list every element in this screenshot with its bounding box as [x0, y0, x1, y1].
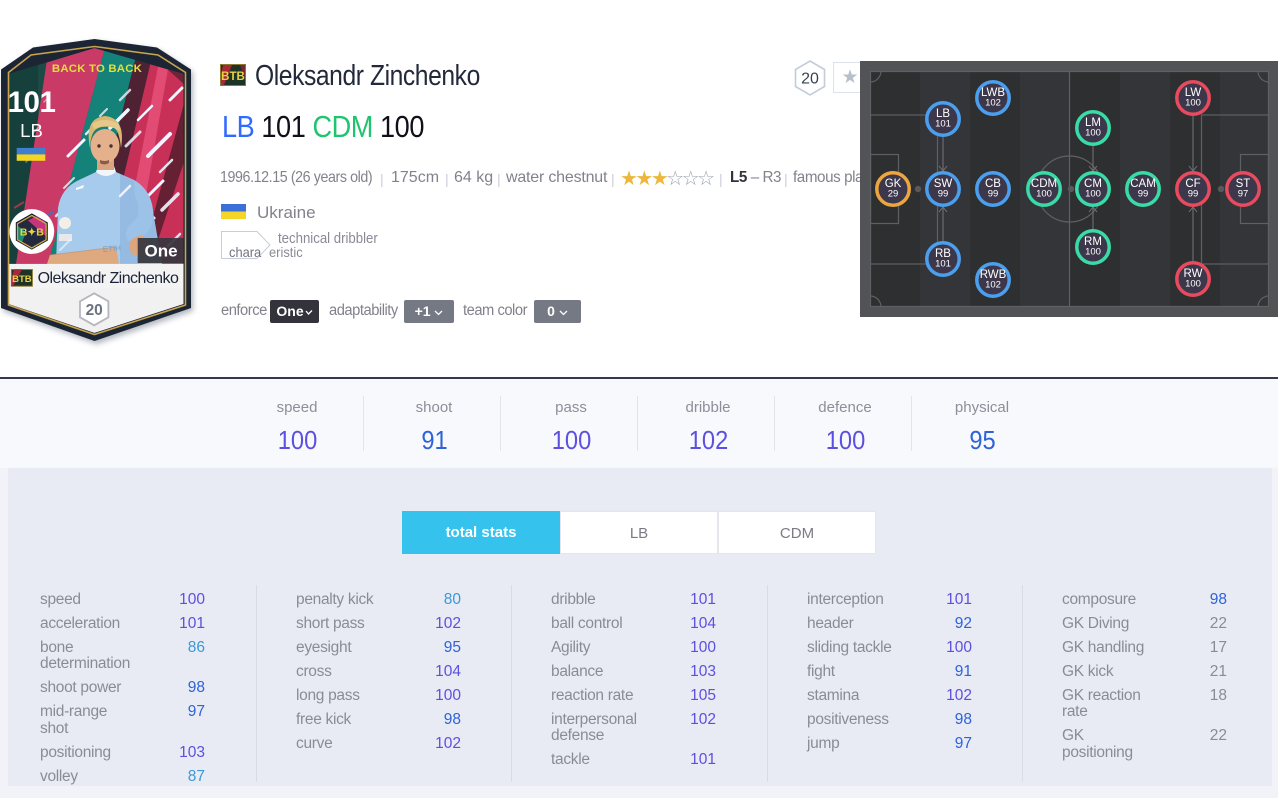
svg-text:102: 102 — [985, 280, 1001, 291]
svg-text:CF: CF — [1185, 178, 1200, 190]
svg-text:20: 20 — [86, 302, 103, 319]
svg-text:RWB: RWB — [980, 269, 1007, 281]
svg-text:Oleksandr Zinchenko: Oleksandr Zinchenko — [38, 270, 179, 287]
svg-text:RM: RM — [1084, 236, 1102, 248]
svg-text:SW: SW — [934, 178, 953, 190]
svg-text:101: 101 — [935, 259, 951, 270]
svg-text:102: 102 — [985, 98, 1001, 109]
svg-text:ST: ST — [1236, 178, 1251, 190]
svg-text:LW: LW — [1185, 87, 1202, 99]
svg-text:97: 97 — [1238, 189, 1249, 200]
svg-text:100: 100 — [1085, 189, 1101, 200]
svg-text:CAM: CAM — [1130, 178, 1156, 190]
svg-text:RB: RB — [935, 248, 951, 260]
svg-text:99: 99 — [988, 189, 999, 200]
svg-text:LWB: LWB — [981, 87, 1005, 99]
svg-text:BTB: BTB — [12, 274, 32, 285]
svg-text:CM: CM — [1084, 178, 1102, 190]
svg-text:101: 101 — [935, 119, 951, 130]
svg-text:GK: GK — [885, 178, 902, 190]
svg-text:CB: CB — [985, 178, 1001, 190]
svg-text:CDM: CDM — [1031, 178, 1057, 190]
svg-text:One: One — [144, 242, 177, 261]
svg-text:101: 101 — [8, 86, 56, 119]
svg-text:BACK TO BACK: BACK TO BACK — [52, 63, 143, 75]
svg-text:LB: LB — [936, 108, 950, 120]
svg-text:20: 20 — [801, 71, 819, 88]
svg-text:B✦B: B✦B — [20, 227, 44, 239]
svg-text:100: 100 — [1185, 98, 1201, 109]
svg-text:LB: LB — [20, 120, 43, 141]
svg-text:100: 100 — [1185, 279, 1201, 290]
svg-text:29: 29 — [888, 189, 899, 200]
svg-text:100: 100 — [1036, 189, 1052, 200]
svg-text:99: 99 — [938, 189, 949, 200]
svg-text:99: 99 — [1138, 189, 1149, 200]
svg-text:RW: RW — [1184, 268, 1203, 280]
svg-text:LM: LM — [1085, 117, 1101, 129]
svg-text:BTB: BTB — [221, 71, 245, 83]
svg-text:100: 100 — [1085, 247, 1101, 258]
svg-text:100: 100 — [1085, 128, 1101, 139]
svg-text:99: 99 — [1188, 189, 1199, 200]
svg-text:ETIH: ETIH — [103, 244, 122, 254]
